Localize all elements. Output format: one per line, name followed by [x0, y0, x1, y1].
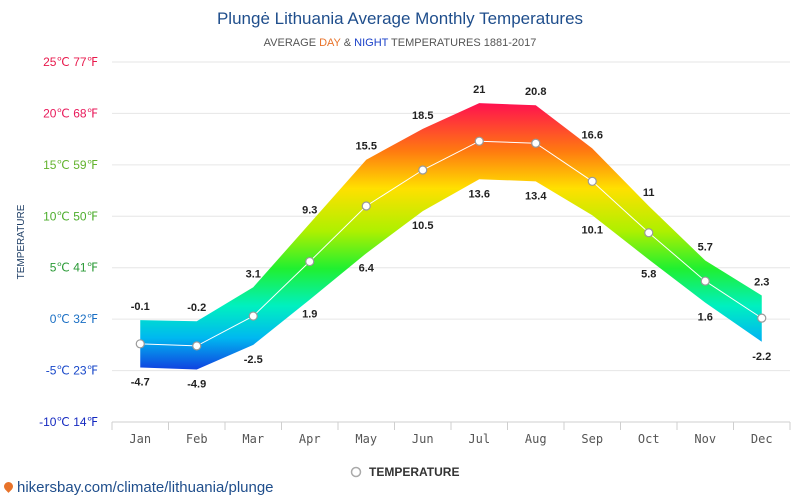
night-value-label: -2.2: [752, 351, 771, 363]
y-tick-label: -10℃ 14℉: [39, 415, 98, 429]
data-labels: -0.1 -0.2 3.1 9.3 15.5 18.5 21 20.8 16.6 11 5.7 2.3…: [131, 84, 771, 390]
x-tick-label: Aug: [525, 432, 547, 446]
average-point[interactable]: [418, 165, 428, 175]
y-tick-label: 0℃ 32℉: [50, 312, 98, 326]
average-points: [135, 136, 767, 351]
x-tick-label: Sep: [581, 432, 603, 446]
y-tick-label: -5℃ 23℉: [46, 364, 98, 378]
x-tick-label: Jun: [412, 432, 434, 446]
day-value-label: 3.1: [246, 268, 261, 280]
y-axis-ticks: 25℃ 77℉ 20℃ 68℉ 15℃ 59℉ 10℃ 50℉ 5℃ 41℉ 0℃ 32℉…: [39, 55, 98, 429]
x-tick-label: Mar: [242, 432, 264, 446]
day-night-band: [140, 103, 762, 370]
average-point[interactable]: [700, 276, 710, 286]
day-value-label: 16.6: [582, 129, 603, 141]
average-point[interactable]: [531, 138, 541, 148]
x-tick-label: Oct: [638, 432, 660, 446]
y-tick-label: 15℃ 59℉: [43, 158, 98, 172]
y-tick-label: 20℃ 68℉: [43, 106, 98, 120]
y-tick-label: 5℃ 41℉: [50, 261, 98, 275]
day-value-label: 20.8: [525, 86, 546, 98]
day-value-label: 2.3: [754, 276, 769, 288]
average-point[interactable]: [361, 201, 371, 211]
x-tick-label: Feb: [186, 432, 208, 446]
day-value-label: 9.3: [302, 204, 317, 216]
average-point[interactable]: [248, 311, 258, 321]
night-value-label: -2.5: [244, 354, 263, 366]
day-value-label: -0.1: [131, 301, 150, 313]
day-value-label: 18.5: [412, 110, 433, 122]
night-value-label: 13.4: [525, 190, 547, 202]
night-value-label: 6.4: [359, 262, 375, 274]
x-tick-label: Jan: [129, 432, 151, 446]
map-pin-icon: [2, 480, 15, 493]
grid-lines: [112, 61, 790, 423]
average-point[interactable]: [644, 228, 654, 238]
x-tick-label: May: [355, 432, 377, 446]
source-link[interactable]: hikersbay.com/climate/lithuania/plunge: [2, 479, 274, 496]
x-tick-label: Nov: [694, 432, 716, 446]
average-point[interactable]: [135, 339, 145, 349]
x-tick-label: Dec: [751, 432, 773, 446]
day-value-label: 11: [643, 187, 655, 199]
average-point[interactable]: [474, 136, 484, 146]
legend-label: TEMPERATURE: [369, 465, 459, 479]
average-point[interactable]: [587, 176, 597, 186]
average-point[interactable]: [192, 341, 202, 351]
day-value-label: 5.7: [698, 242, 713, 254]
x-axis-ticks: Jan Feb Mar Apr May Jun Jul Aug Sep Oct Nov Dec: [111, 421, 791, 446]
y-tick-label: 10℃ 50℉: [43, 209, 98, 223]
legend-marker: [350, 466, 362, 478]
night-value-label: 1.9: [302, 309, 317, 321]
day-value-label: -0.2: [187, 302, 206, 314]
day-value-label: 21: [473, 84, 485, 96]
source-text: hikersbay.com/climate/lithuania/plunge: [17, 479, 274, 496]
average-point[interactable]: [757, 313, 767, 323]
average-point[interactable]: [305, 256, 315, 267]
chart-title: Plungė Lithuania Average Monthly Tempera…: [217, 9, 583, 28]
chart-subtitle: AVERAGE DAY & NIGHT TEMPERATURES 1881-20…: [264, 37, 537, 49]
night-value-label: 1.6: [698, 312, 713, 324]
night-value-label: 13.6: [469, 188, 490, 200]
night-value-label: -4.7: [131, 376, 150, 388]
night-value-label: -4.9: [187, 379, 206, 391]
legend[interactable]: TEMPERATURE: [350, 465, 460, 479]
night-value-label: 5.8: [641, 268, 656, 280]
day-value-label: 15.5: [356, 141, 377, 153]
average-line: [140, 140, 763, 347]
night-value-label: 10.1: [582, 224, 603, 236]
night-value-label: 10.5: [412, 220, 433, 232]
y-tick-label: 25℃ 77℉: [43, 55, 98, 69]
y-axis-label: TEMPERATURE: [16, 204, 27, 279]
x-tick-label: Jul: [468, 432, 490, 446]
x-tick-label: Apr: [299, 432, 321, 446]
